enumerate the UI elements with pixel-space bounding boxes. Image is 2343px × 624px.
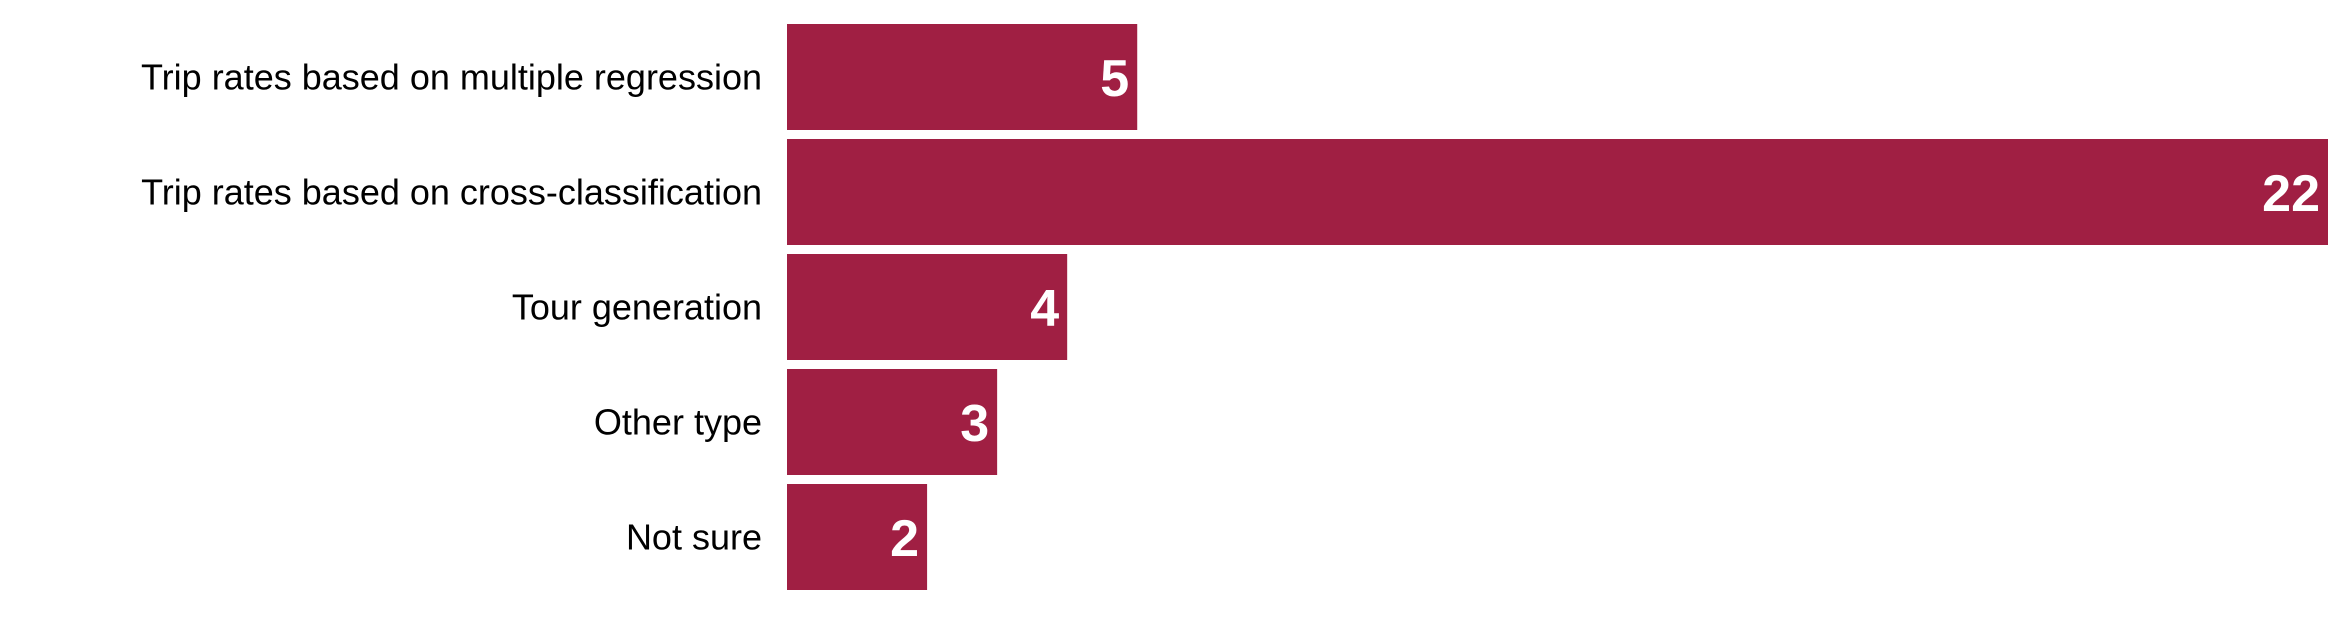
bar [787, 24, 1138, 130]
category-labels: Trip rates based on multiple regression T… [141, 57, 762, 558]
bar [787, 139, 2328, 245]
category-label: Other type [594, 402, 762, 443]
bar [787, 484, 928, 590]
category-label: Trip rates based on cross-classification [141, 172, 762, 213]
bars-layer [787, 24, 2328, 590]
data-label: 2 [890, 510, 919, 568]
data-label: 4 [1030, 280, 1059, 338]
bar [787, 254, 1068, 360]
data-label: 3 [960, 395, 989, 453]
category-label: Tour generation [512, 287, 762, 328]
data-label: 22 [2262, 165, 2320, 223]
category-label: Trip rates based on multiple regression [141, 57, 762, 98]
value-labels: 5 22 432 [890, 50, 2320, 568]
bar [787, 369, 998, 475]
category-label: Not sure [626, 517, 762, 558]
data-label: 5 [1100, 50, 1129, 108]
